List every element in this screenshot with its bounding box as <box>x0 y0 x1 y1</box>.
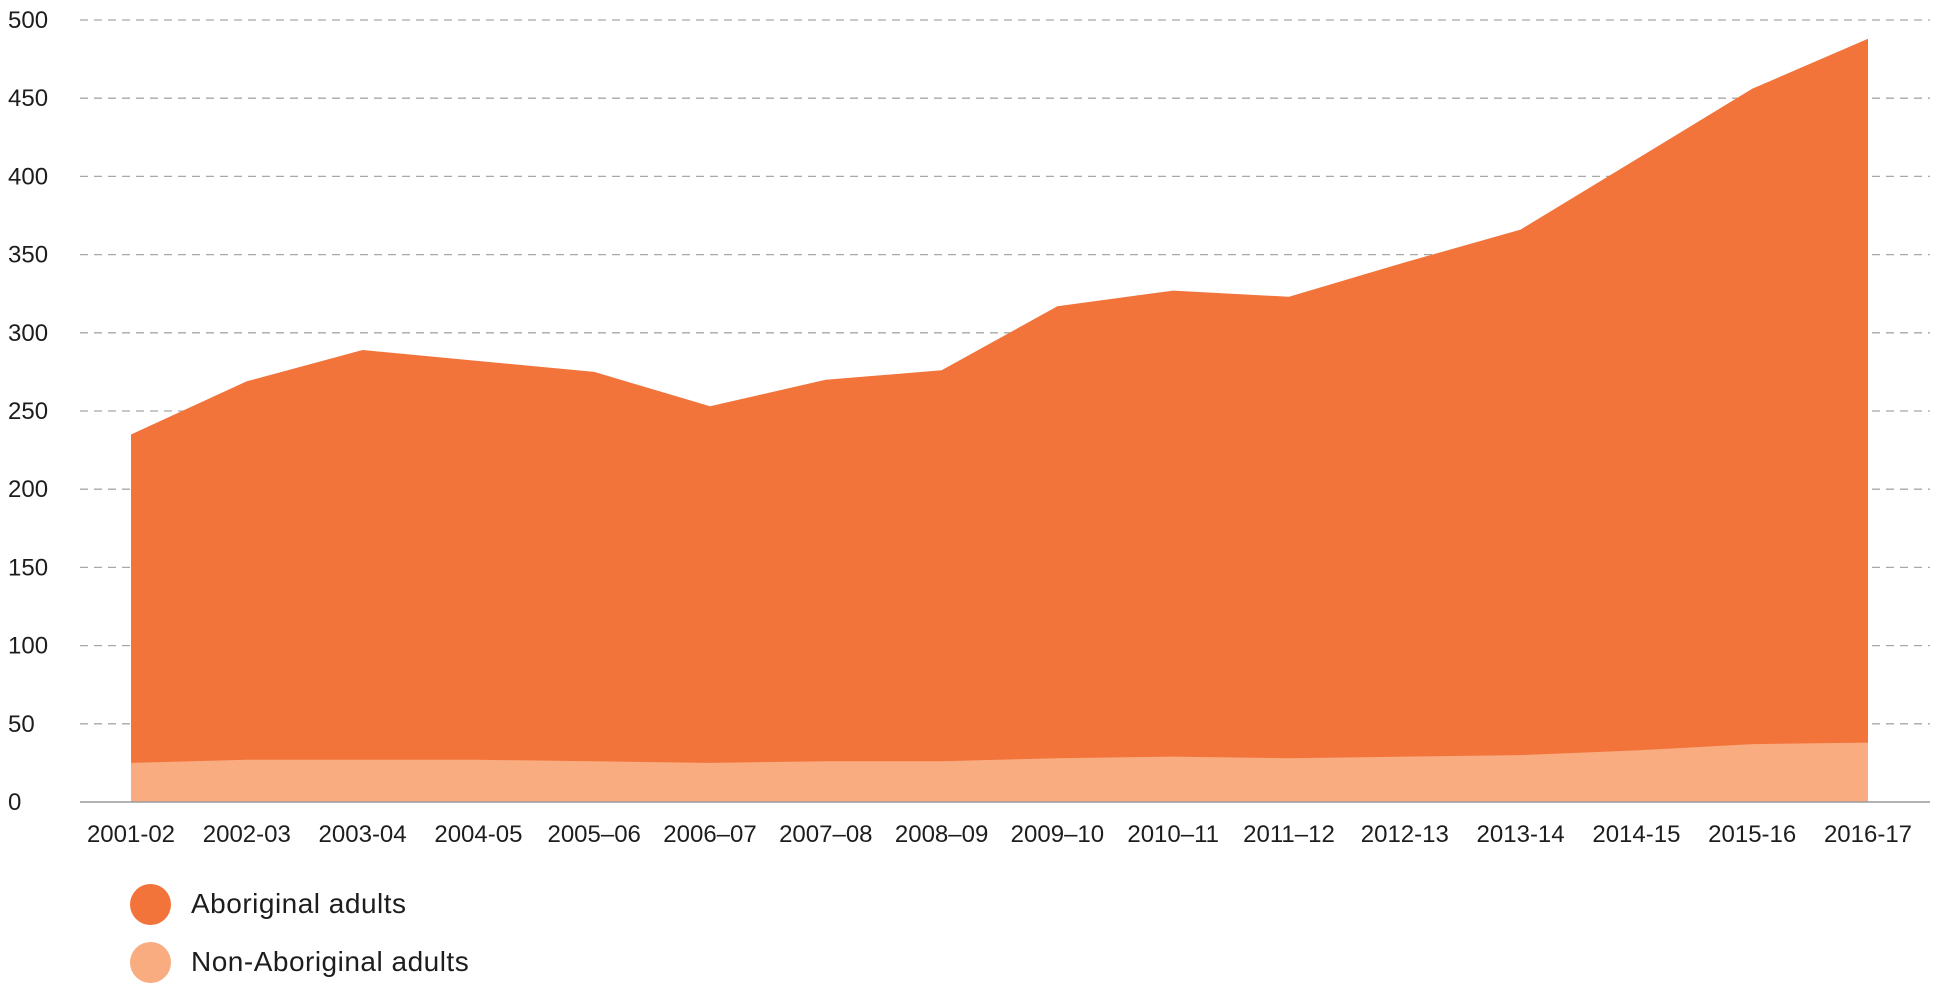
legend-label-aboriginal-adults: Aboriginal adults <box>191 888 407 919</box>
legend-swatch-aboriginal-adults <box>130 883 171 925</box>
area-non-aboriginal-adults <box>131 742 1868 802</box>
y-tick-label: 350 <box>8 242 48 269</box>
y-tick-label: 300 <box>8 320 48 347</box>
y-tick-label: 450 <box>8 85 48 112</box>
y-tick-label: 150 <box>8 554 48 581</box>
x-tick-label: 2014-15 <box>1592 821 1680 848</box>
y-tick-label: 0 <box>8 789 21 816</box>
x-tick-label: 2003-04 <box>319 821 407 848</box>
x-tick-label: 2016-17 <box>1824 821 1912 848</box>
legend: Aboriginal adults Non-Aboriginal adults <box>130 875 469 991</box>
x-tick-label: 2009–10 <box>1011 821 1104 848</box>
legend-item-aboriginal-adults: Aboriginal adults <box>130 875 469 933</box>
y-tick-label: 100 <box>8 633 48 660</box>
x-axis: 2001-02 2002-03 2003-04 2004-05 2005–06 2006–… <box>87 821 1912 848</box>
x-tick-label: 2011–12 <box>1243 821 1335 848</box>
x-tick-label: 2001-02 <box>87 821 175 848</box>
y-tick-label: 200 <box>8 476 48 503</box>
x-tick-label: 2010–11 <box>1127 821 1219 848</box>
legend-item-non-aboriginal-adults: Non-Aboriginal adults <box>130 933 469 991</box>
y-tick-label: 400 <box>8 163 48 190</box>
x-tick-label: 2013-14 <box>1477 821 1565 848</box>
x-tick-label: 2002-03 <box>203 821 291 848</box>
x-tick-label: 2012-13 <box>1361 821 1449 848</box>
x-tick-label: 2004-05 <box>434 821 522 848</box>
chart-areas <box>131 38 1868 803</box>
y-tick-label: 500 <box>8 7 48 34</box>
y-axis: 0 50 100 150 200 250 300 350 400 450 500 <box>8 7 48 816</box>
x-tick-label: 2008–09 <box>895 821 988 848</box>
legend-swatch-non-aboriginal-adults <box>130 941 171 983</box>
x-tick-label: 2015-16 <box>1708 821 1796 848</box>
x-tick-label: 2006–07 <box>663 821 756 848</box>
y-tick-label: 250 <box>8 398 48 425</box>
x-tick-label: 2007–08 <box>779 821 872 848</box>
legend-label-non-aboriginal-adults: Non-Aboriginal adults <box>191 946 470 977</box>
area-aboriginal-adults <box>131 38 1868 803</box>
x-tick-label: 2005–06 <box>547 821 640 848</box>
y-tick-label: 50 <box>8 711 35 738</box>
